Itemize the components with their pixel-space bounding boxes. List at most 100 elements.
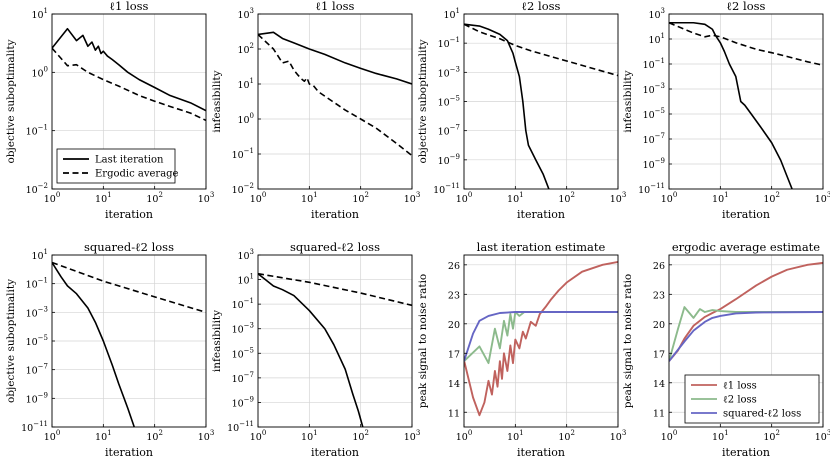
y-tick-label: 14 (448, 379, 460, 390)
y-tick-label: 101 (31, 248, 48, 262)
x-tick-exponent: 0 (56, 429, 60, 437)
x-tick-exponent: 3 (827, 191, 830, 199)
y-tick-label: 101 (648, 32, 665, 46)
x-tick-base: 10 (712, 194, 724, 205)
y-tick-base: 10 (638, 185, 650, 196)
x-tick-label: 101 (712, 429, 729, 443)
x-tick-exponent: 0 (468, 429, 472, 437)
y-tick-base: 14 (448, 379, 460, 390)
plot-frame (51, 13, 207, 190)
x-tick-base: 10 (44, 432, 56, 443)
y-tick-base: 10 (26, 337, 38, 348)
y-tick-base: 10 (643, 110, 655, 121)
y-tick-exponent: −11 (239, 420, 254, 428)
y-tick-exponent: 1 (250, 77, 254, 85)
y-tick-base: 23 (448, 290, 460, 301)
y-tick-label: 10−3 (643, 82, 665, 96)
y-tick-label: 14 (653, 379, 665, 390)
series-group (52, 27, 206, 122)
x-tick-label: 101 (507, 429, 524, 443)
x-tick-base: 10 (352, 194, 364, 205)
y-tick-base: 10 (438, 98, 450, 109)
y-tick-label: 10−5 (438, 95, 460, 109)
x-tick-label: 102 (763, 191, 780, 205)
chart-panel-4: 100 101 102 10310−1110−910−710−510−310−1101… (622, 0, 830, 221)
x-axis-label: iteration (105, 208, 153, 221)
y-tick-base: 10 (31, 251, 43, 262)
x-tick-exponent: 2 (158, 191, 162, 199)
y-tick-base: 10 (232, 349, 244, 360)
y-tick-exponent: 1 (44, 248, 48, 256)
y-tick-label: 20 (653, 320, 665, 331)
y-tick-exponent: −7 (38, 363, 48, 371)
y-tick-label: 10−5 (26, 334, 48, 348)
x-tick-base: 10 (456, 194, 468, 205)
x-tick-exponent: 2 (775, 191, 779, 199)
x-tick-exponent: 3 (827, 429, 830, 437)
series-line-1 (669, 261, 823, 362)
y-tick-label: 100 (31, 65, 48, 79)
x-tick-label: 103 (404, 191, 421, 205)
series-group (258, 272, 412, 427)
legend-box (56, 148, 176, 184)
y-tick-base: 10 (232, 300, 244, 311)
x-tick-label: 102 (352, 191, 369, 205)
x-tick-base: 10 (250, 194, 262, 205)
y-tick-base: 17 (653, 349, 665, 360)
y-tick-base: 10 (227, 423, 239, 434)
x-tick-label: 102 (146, 429, 163, 443)
y-tick-base: 10 (643, 135, 655, 146)
y-tick-base: 10 (26, 185, 38, 196)
y-tick-label: 10−5 (643, 107, 665, 121)
x-tick-label: 100 (250, 429, 267, 443)
x-tick-base: 10 (250, 432, 262, 443)
y-tick-base: 26 (448, 261, 460, 272)
y-tick-base: 10 (237, 80, 249, 91)
y-tick-exponent: 3 (661, 7, 665, 15)
y-axis-label: objective suboptimality (5, 39, 17, 163)
y-tick-label: 100 (237, 112, 254, 126)
y-tick-exponent: −7 (244, 371, 254, 379)
x-tick-exponent: 0 (673, 429, 677, 437)
y-tick-label: 11 (653, 408, 665, 419)
y-tick-exponent: −7 (655, 132, 665, 140)
y-tick-base: 10 (232, 150, 244, 161)
y-tick-exponent: −3 (450, 65, 460, 73)
series-line-2 (52, 47, 206, 122)
series-line-2 (464, 311, 618, 365)
y-tick-exponent: −5 (655, 107, 665, 115)
x-tick-label: 103 (198, 191, 215, 205)
y-tick-label: 10−11 (638, 182, 665, 196)
x-tick-base: 10 (95, 432, 107, 443)
y-tick-exponent: −2 (244, 182, 254, 190)
x-tick-label: 103 (404, 429, 421, 443)
y-tick-base: 10 (232, 374, 244, 385)
x-axis-label: iteration (722, 446, 770, 459)
y-tick-label: 11 (448, 408, 460, 419)
legend-label-2: ℓ2 loss (723, 395, 757, 406)
x-axis-label: iteration (517, 446, 565, 459)
grid-lines (463, 13, 619, 190)
y-tick-exponent: 1 (661, 32, 665, 40)
x-tick-exponent: 1 (107, 429, 111, 437)
y-tick-label: 10−1 (26, 277, 48, 291)
y-tick-label: 10−11 (227, 420, 254, 434)
y-tick-base: 10 (26, 366, 38, 377)
x-tick-label: 101 (95, 429, 112, 443)
x-axis-label: iteration (105, 446, 153, 459)
y-tick-base: 10 (232, 398, 244, 409)
x-tick-base: 10 (146, 432, 158, 443)
y-tick-label: 10−1 (232, 147, 254, 161)
x-tick-base: 10 (558, 432, 570, 443)
legend: ℓ1 loss ℓ2 loss squared-ℓ2 loss (684, 374, 820, 424)
x-tick-exponent: 2 (570, 191, 574, 199)
x-tick-label: 101 (95, 191, 112, 205)
y-tick-base: 10 (643, 160, 655, 171)
x-tick-exponent: 1 (519, 429, 523, 437)
plot-frame (463, 254, 619, 428)
x-tick-label: 102 (763, 429, 780, 443)
y-tick-exponent: −5 (38, 334, 48, 342)
y-tick-label: 10−7 (26, 363, 48, 377)
